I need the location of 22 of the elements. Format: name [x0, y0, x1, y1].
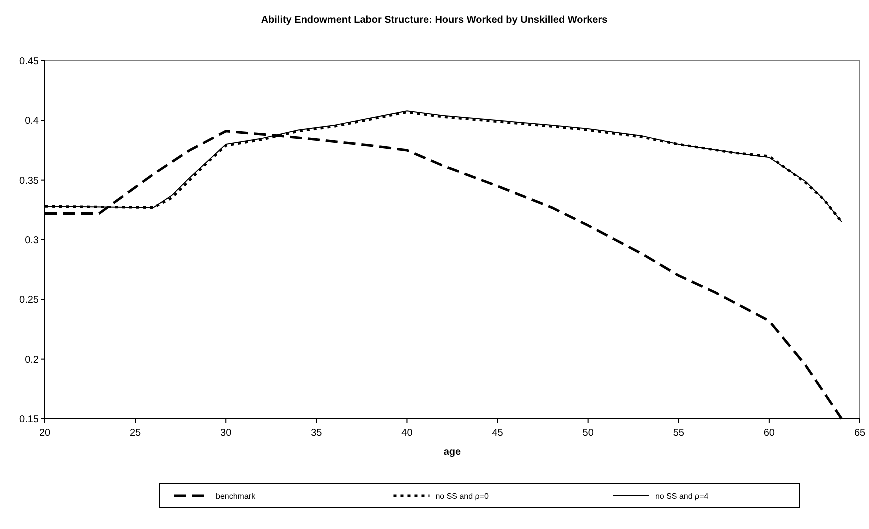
- y-tick-label: 0.2: [25, 354, 40, 366]
- x-axis-title: age: [444, 447, 462, 458]
- x-tick-label: 65: [854, 428, 866, 439]
- x-tick-label: 30: [220, 428, 232, 439]
- x-tick-label: 60: [764, 428, 776, 439]
- y-tick-label: 0.4: [25, 116, 40, 128]
- x-tick-label: 25: [130, 428, 142, 439]
- chart-title: Ability Endowment Labor Structure: Hours Worked by Unskilled Workers: [261, 15, 608, 26]
- legend-label: no SS and ρ=4: [655, 492, 710, 501]
- x-tick-label: 55: [673, 428, 685, 439]
- y-tick-label: 0.25: [20, 295, 40, 306]
- x-tick-label: 20: [39, 428, 51, 439]
- x-tick-label: 45: [492, 428, 504, 439]
- y-tick-label: 0.15: [20, 414, 40, 426]
- x-tick-label: 50: [582, 428, 594, 439]
- y-tick-label: 0.3: [25, 236, 40, 246]
- x-tick-label: 35: [311, 428, 323, 439]
- y-tick-label: 0.45: [20, 56, 40, 68]
- x-tick-label: 40: [402, 428, 414, 439]
- legend-label: benchmark: [216, 492, 257, 501]
- legend-label: no SS and ρ=0: [436, 492, 490, 501]
- y-tick-label: 0.35: [20, 176, 40, 187]
